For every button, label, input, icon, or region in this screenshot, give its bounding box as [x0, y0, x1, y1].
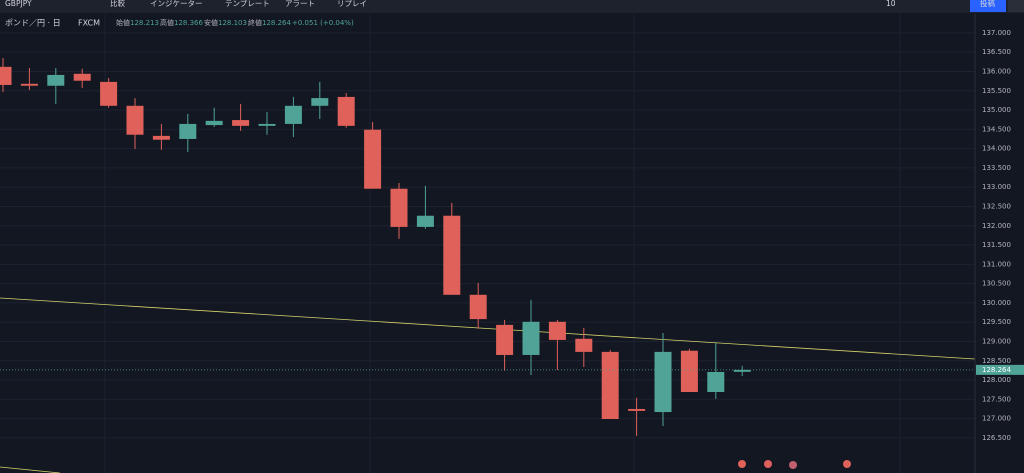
legend-high-label: 高値: [160, 18, 174, 27]
y-tick-label: 128.000: [982, 376, 1011, 384]
alert[interactable]: アラート: [285, 0, 315, 8]
templates[interactable]: テンプレート: [225, 0, 270, 8]
last-price-box: [976, 364, 1024, 375]
event-marker[interactable]: [738, 460, 746, 468]
candle-body: [232, 120, 250, 126]
y-tick-label: 126.500: [982, 434, 1011, 442]
legend-name: ポンド／円 · 日: [5, 19, 61, 28]
candle-body: [205, 120, 223, 126]
candle-body: [337, 96, 355, 126]
publish-label[interactable]: 投稿: [980, 0, 995, 8]
candle-body: [258, 123, 276, 126]
candle-body: [152, 135, 170, 140]
candle-body: [628, 408, 646, 411]
compare[interactable]: 比較: [110, 0, 125, 8]
y-tick-label: 136.500: [982, 48, 1011, 56]
event-marker[interactable]: [764, 460, 772, 468]
candle-body: [575, 338, 593, 352]
y-tick-label: 133.500: [982, 164, 1011, 172]
candle-body: [47, 74, 65, 86]
trend-line: [0, 466, 61, 473]
price-axis-labels: 126.500 127.000 127.500 128.000 128.500 129.0…: [976, 29, 1024, 442]
last-price-label: 128.264: [982, 366, 1011, 374]
y-tick-label: 137.000: [982, 29, 1011, 37]
y-tick-label: 132.500: [982, 202, 1011, 210]
play-button[interactable]: [1008, 0, 1024, 12]
y-tick-label: 133.000: [982, 183, 1011, 191]
candle-body: [100, 81, 118, 106]
y-tick-label: 131.000: [982, 260, 1011, 268]
candle-body: [680, 350, 698, 392]
y-tick-label: 131.500: [982, 241, 1011, 249]
candle-body: [733, 369, 751, 372]
symbol[interactable]: GBPJPY: [5, 0, 32, 8]
candle-body: [496, 324, 514, 355]
publish-button[interactable]: [970, 0, 1006, 12]
replay[interactable]: リプレイ: [337, 0, 367, 8]
y-tick-label: 134.500: [982, 125, 1011, 133]
layout-count[interactable]: 10: [886, 0, 896, 8]
candle-body: [364, 129, 382, 189]
legend-close-label: 終値: [248, 18, 262, 27]
event-markers: [738, 460, 851, 469]
y-tick-label: 129.000: [982, 337, 1011, 345]
event-marker[interactable]: [789, 461, 797, 469]
candle-body: [0, 66, 12, 85]
legend: ポンド／円 · 日 FXCM 始値 128.213 高値 128.366 安値 …: [5, 18, 354, 28]
candle-body: [654, 351, 672, 413]
y-tick-label: 127.500: [982, 395, 1011, 403]
legend-open-label: 始値: [116, 18, 130, 27]
candle-body: [20, 83, 38, 86]
y-tick-label: 132.000: [982, 222, 1011, 230]
y-tick-label: 129.500: [982, 318, 1011, 326]
candle-body: [522, 321, 540, 355]
candle-body: [284, 105, 302, 124]
y-tick-label: 135.000: [982, 106, 1011, 114]
trend-line: [0, 297, 976, 360]
candle-body: [416, 215, 434, 227]
candle-body: [469, 294, 487, 320]
candle-body: [443, 215, 461, 295]
candle-body: [707, 371, 725, 392]
y-tick-label: 128.500: [982, 357, 1011, 365]
candle-body: [126, 105, 144, 135]
plot: [0, 57, 975, 436]
legend-open: 128.213: [130, 19, 159, 27]
toolbar: GBPJPY 比較 インジケーター テンプレート アラート リプレイ 10 投稿: [0, 0, 1024, 13]
legend-source: FXCM: [78, 19, 100, 28]
grid: [0, 32, 975, 439]
legend-high: 128.366: [174, 19, 203, 27]
legend-change: +0.051 (+0.04%): [292, 19, 354, 27]
y-tick-label: 135.500: [982, 87, 1011, 95]
candle-body: [73, 73, 91, 81]
candle-body: [548, 321, 566, 340]
indicators[interactable]: インジケーター: [150, 0, 203, 8]
candle-body: [179, 123, 197, 139]
y-tick-label: 130.000: [982, 299, 1011, 307]
legend-low-label: 安値: [204, 18, 218, 27]
event-marker[interactable]: [843, 460, 851, 468]
y-tick-label: 134.000: [982, 145, 1011, 153]
legend-low: 128.103: [218, 19, 247, 27]
toolbar-bg: [0, 0, 1024, 13]
candle-body: [311, 98, 329, 106]
y-tick-label: 136.000: [982, 67, 1011, 75]
candle-body: [601, 351, 619, 419]
price-axis: [975, 14, 1024, 473]
y-tick-label: 130.500: [982, 280, 1011, 288]
candle-body: [390, 188, 408, 227]
y-tick-label: 127.000: [982, 415, 1011, 423]
legend-close: 128.264: [262, 19, 291, 27]
